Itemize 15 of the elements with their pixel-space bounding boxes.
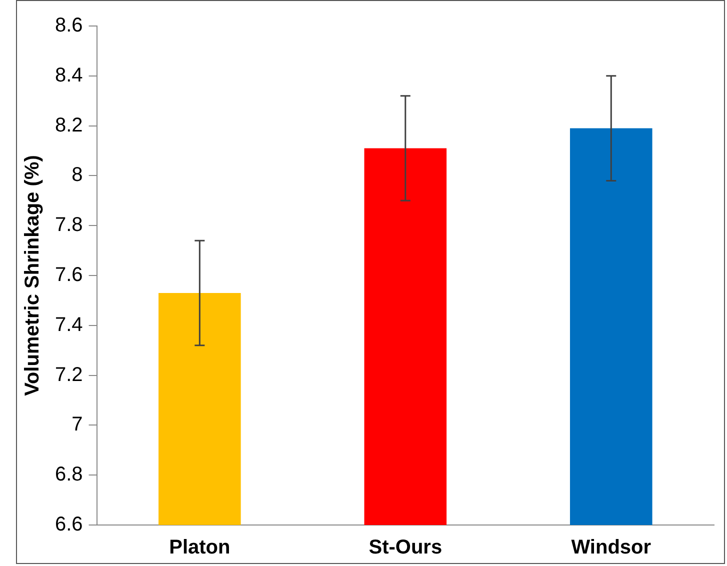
y-tick-label: 6.8	[54, 464, 83, 486]
x-tick-label: Windsor	[571, 536, 652, 559]
y-tick-label: 7.6	[54, 264, 83, 286]
x-tick-label: St-Ours	[368, 536, 442, 559]
y-axis-title: Volumetric Shrinkage (%)	[22, 155, 44, 396]
y-tick-label: 7.8	[54, 214, 83, 236]
y-tick-label: 8	[72, 164, 83, 186]
y-tick-label: 7.4	[54, 314, 83, 336]
y-tick-label: 7	[72, 414, 83, 436]
y-tick-label: 6.6	[54, 514, 83, 536]
y-tick-label: 8.4	[54, 64, 83, 86]
y-tick-label: 7.2	[54, 364, 83, 386]
y-tick-label: 8.6	[54, 14, 83, 37]
x-tick-label: Platon	[169, 536, 230, 559]
y-tick-label: 8.2	[54, 114, 83, 136]
